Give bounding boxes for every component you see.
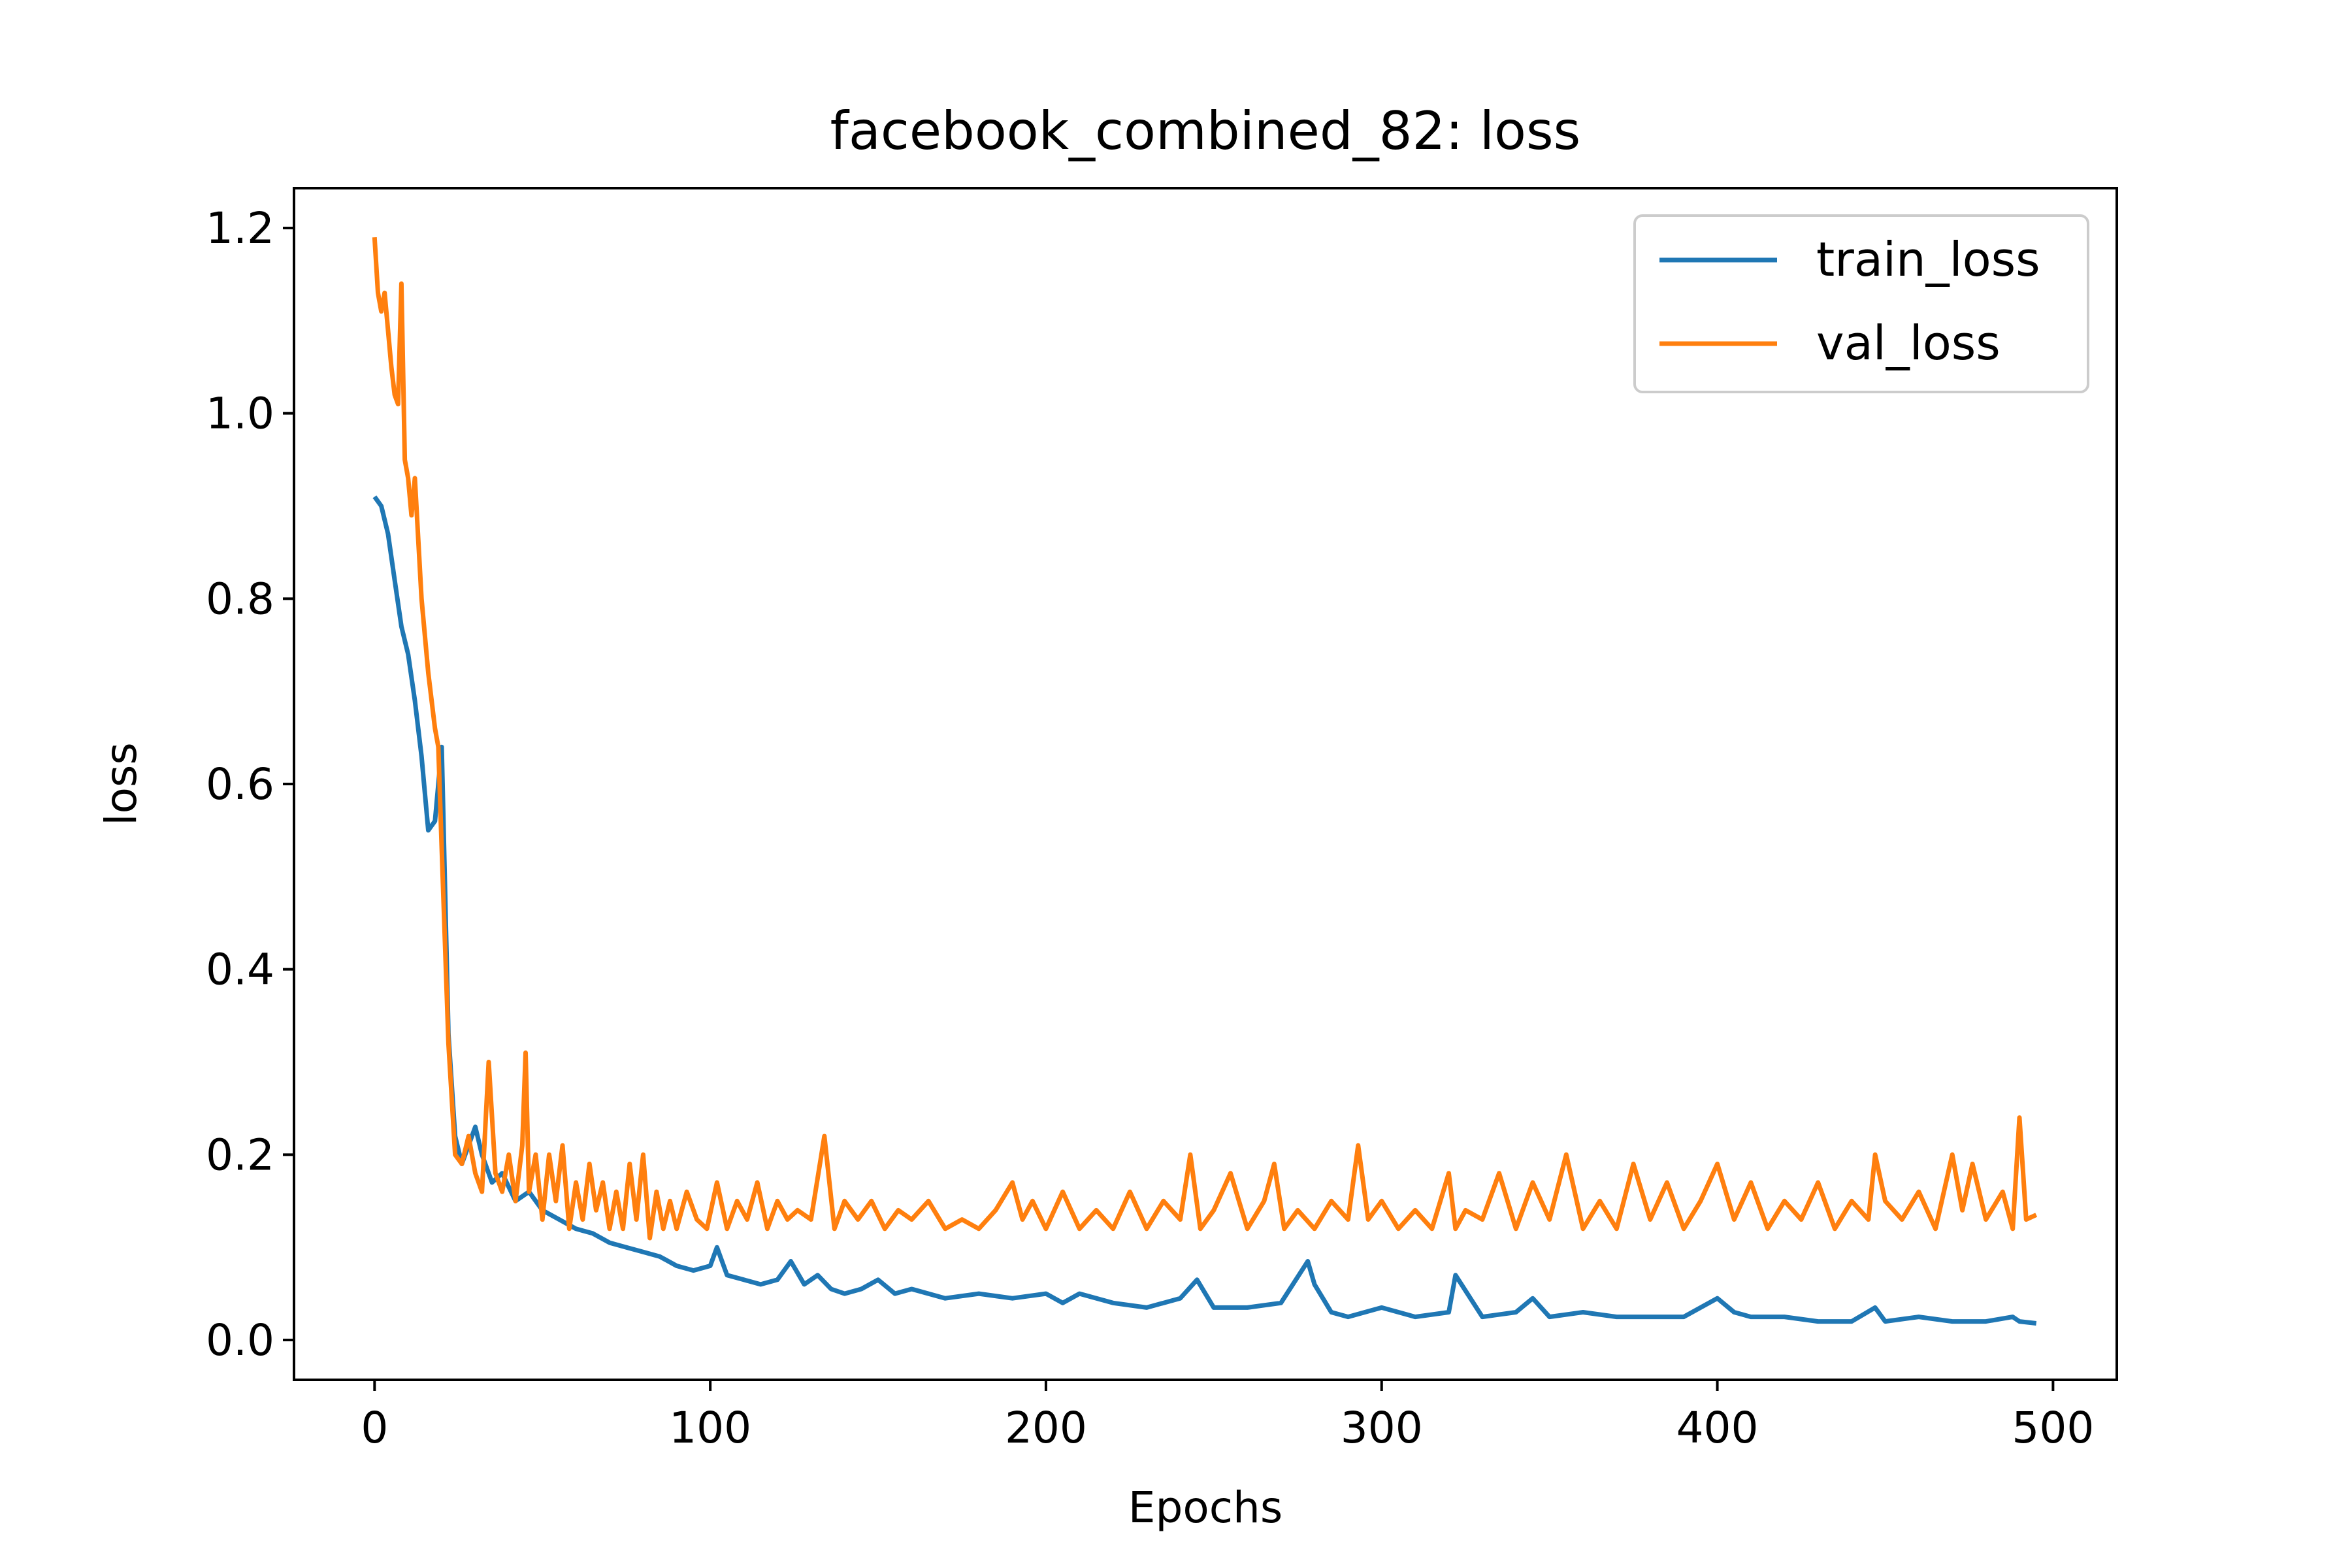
x-tick-label: 500 — [2012, 1403, 2094, 1453]
x-tick-label: 200 — [1005, 1403, 1087, 1453]
x-tick-label: 0 — [361, 1403, 388, 1453]
legend: train_loss val_loss — [1633, 214, 2089, 393]
chart-title: facebook_combined_82: loss — [830, 101, 1581, 161]
x-tick-label: 400 — [1676, 1403, 1759, 1453]
y-axis-ticks: 0.0 0.2 0.4 0.6 0.8 1.0 1.2 — [206, 203, 294, 1365]
x-tick-label: 100 — [669, 1403, 751, 1453]
y-tick-label: 0.8 — [206, 574, 274, 624]
series-line-train-loss — [372, 495, 2037, 1326]
series-layer — [372, 237, 2038, 1326]
y-tick-label: 0.4 — [206, 945, 274, 995]
y-tick-label: 0.0 — [206, 1315, 274, 1365]
y-axis-label: loss — [96, 742, 146, 826]
x-axis-label: Epochs — [1128, 1482, 1282, 1533]
y-tick-label: 0.6 — [206, 759, 274, 809]
legend-label-val-loss: val_loss — [1816, 316, 2001, 370]
series-line-val-loss — [372, 237, 2038, 1241]
x-axis-ticks: 0 100 200 300 400 500 — [361, 1380, 2094, 1453]
y-tick-label: 0.2 — [206, 1130, 274, 1180]
y-tick-label: 1.0 — [206, 389, 274, 439]
legend-label-train-loss: train_loss — [1816, 232, 2040, 287]
x-tick-label: 300 — [1341, 1403, 1423, 1453]
y-tick-label: 1.2 — [206, 203, 274, 253]
